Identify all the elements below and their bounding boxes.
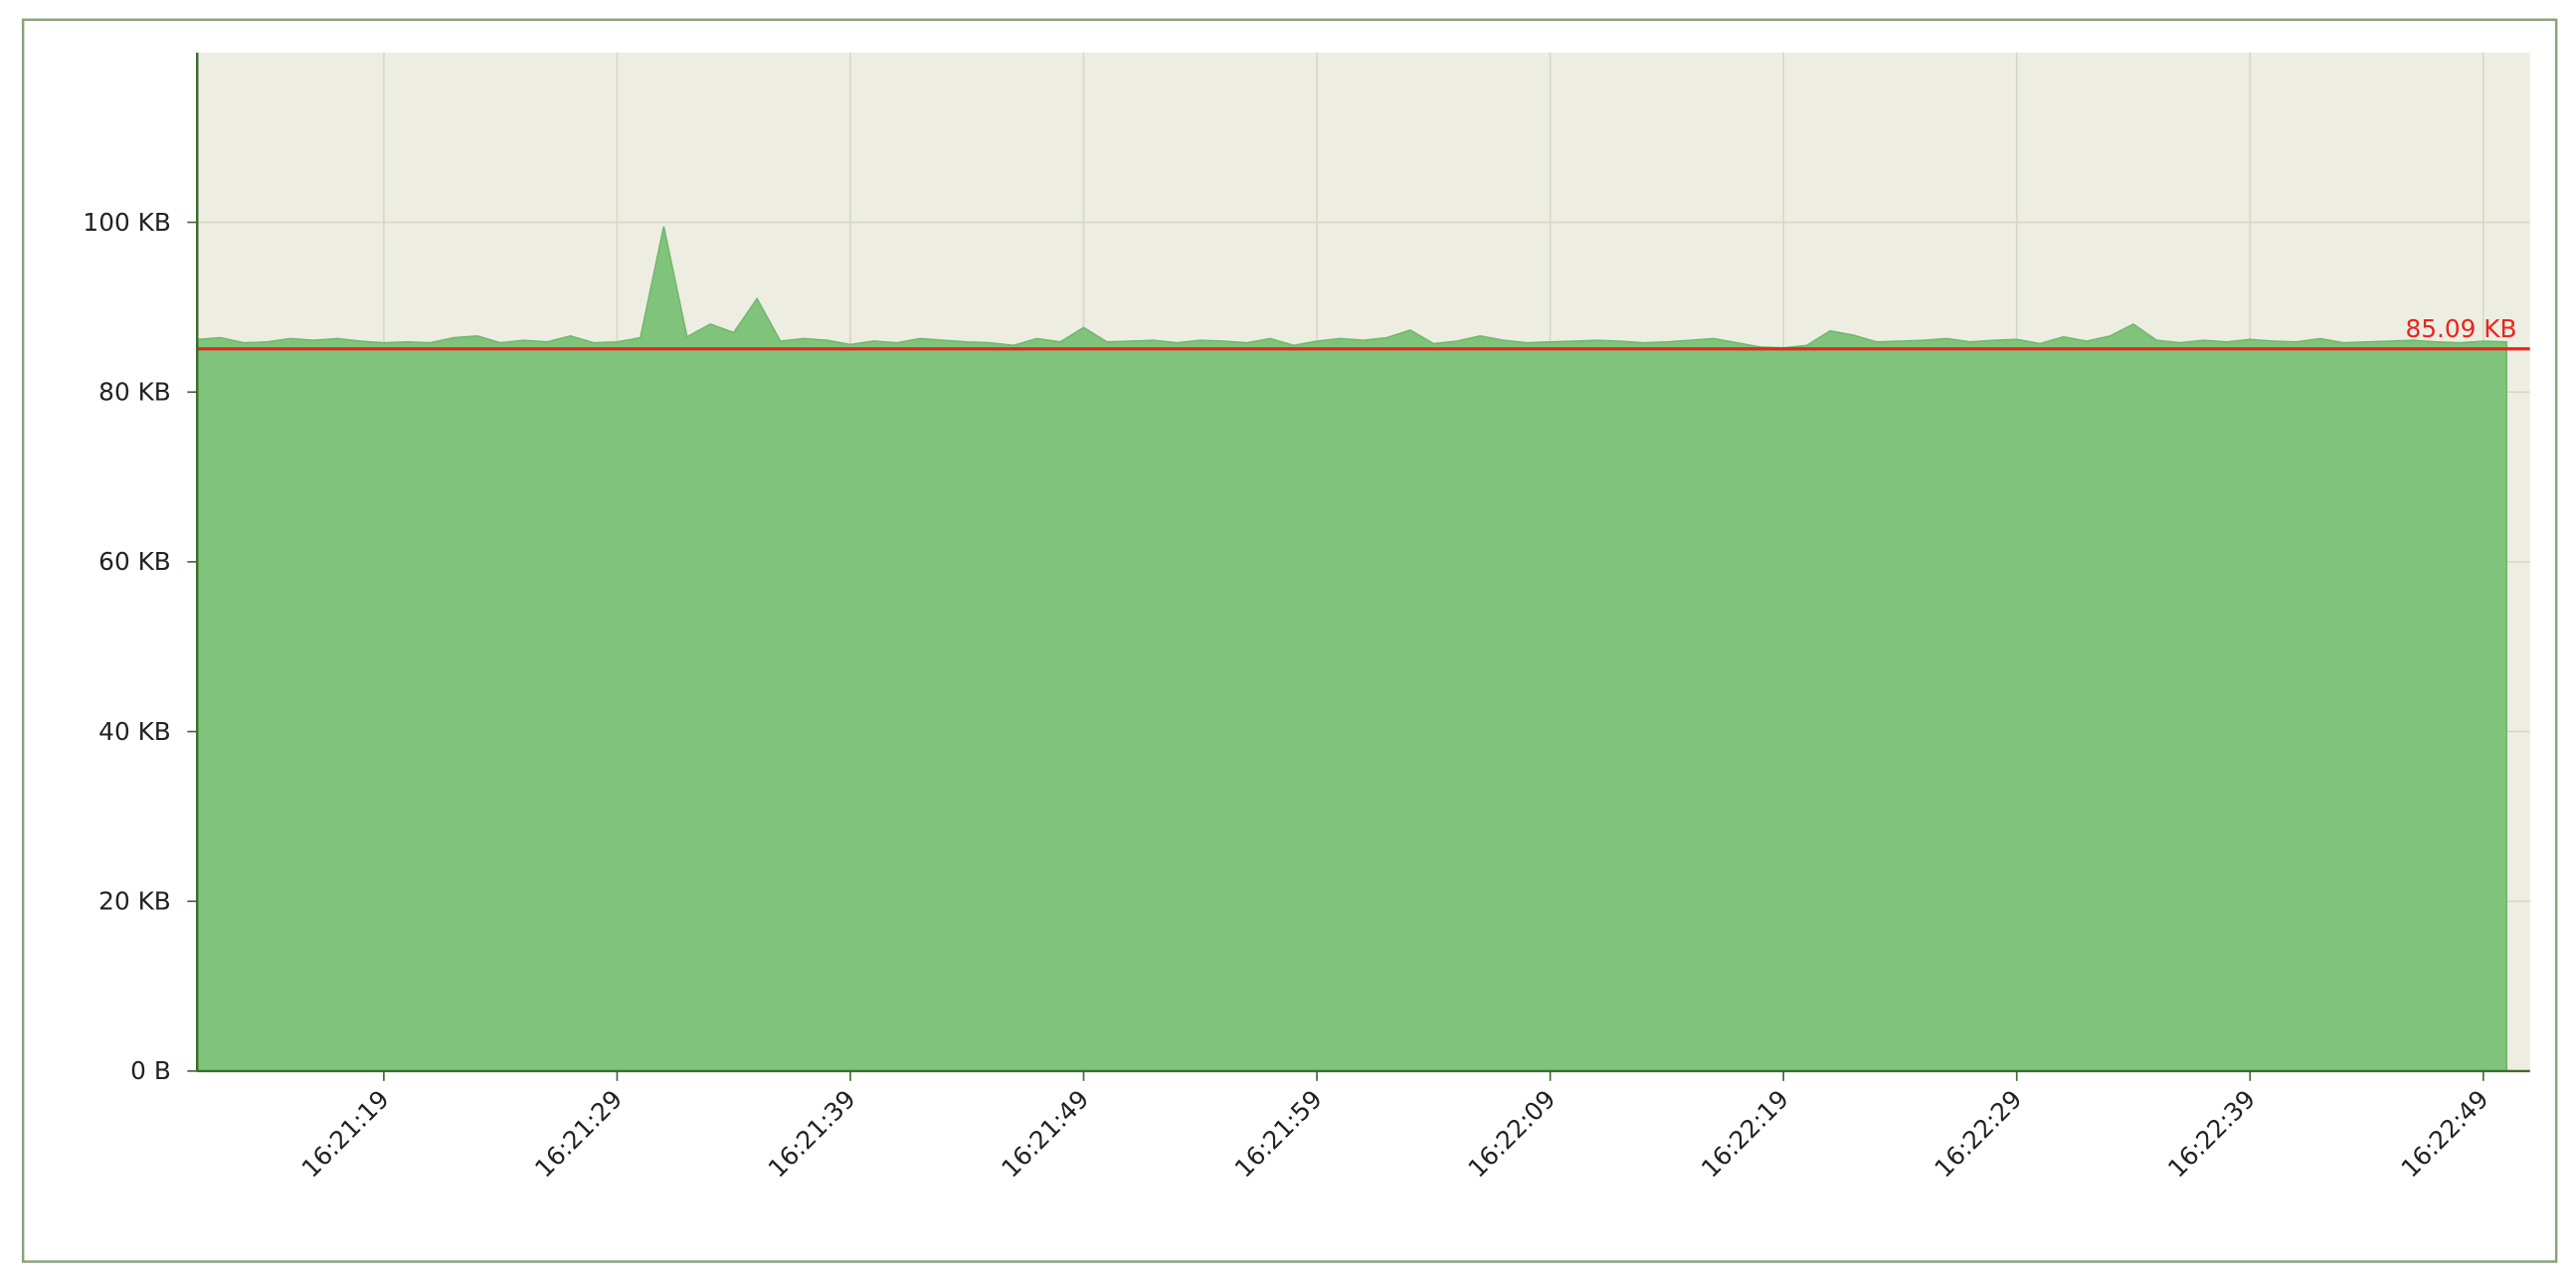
reference-label: 85.09 KB bbox=[2405, 314, 2516, 343]
area bbox=[196, 226, 2508, 1072]
y-tick-label: 80 KB bbox=[98, 377, 171, 406]
y-tick-label: 20 KB bbox=[98, 887, 171, 916]
y-tick-label: 60 KB bbox=[98, 547, 171, 576]
y-tick-label: 40 KB bbox=[98, 717, 171, 746]
y-tick-label: 0 B bbox=[130, 1056, 171, 1085]
y-tick-label: 100 KB bbox=[83, 208, 170, 237]
